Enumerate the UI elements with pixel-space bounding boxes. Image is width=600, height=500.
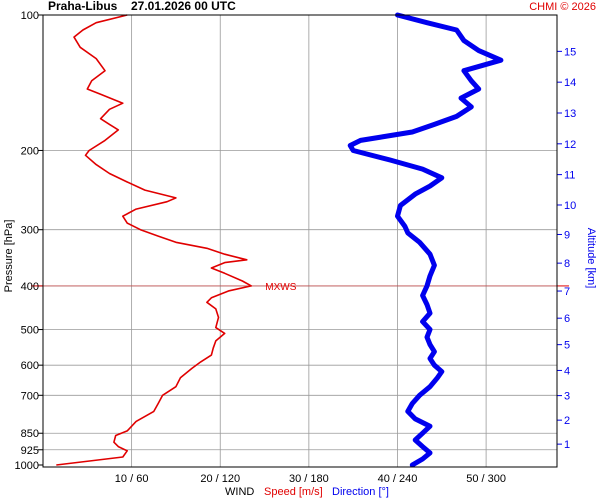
wind-tick-label: 20 / 120 [200,473,240,485]
pressure-tick-label: 400 [21,281,39,293]
x-axis-title-speed: Speed [m/s] [264,486,323,498]
pressure-tick-label: 500 [21,325,39,337]
wind-tick-label: 30 / 180 [289,473,329,485]
altitude-tick-label: 13 [564,108,576,120]
datetime-title: 27.01.2026 00 UTC [131,0,236,13]
pressure-tick-label: 100 [21,10,39,22]
frame-layer [42,14,558,468]
altitude-tick-label: 1 [564,439,570,451]
altitude-tick-label: 15 [564,46,576,58]
pressure-tick-label: 700 [21,390,39,402]
altitude-tick-label: 2 [564,415,570,427]
y2-axis-title: Altitude [km] [585,228,597,289]
grid-layer [31,14,569,467]
y-axis-title: Pressure [hPa] [3,220,15,293]
altitude-tick-label: 5 [564,340,570,352]
altitude-tick-label: 7 [564,286,570,298]
wind-tick-label: 10 / 60 [115,473,149,485]
pressure-tick-label: 1000 [15,460,39,472]
pressure-tick-label: 925 [21,445,39,457]
wind-tick-label: 40 / 240 [378,473,418,485]
credit-text: CHMI © 2026 [529,1,596,13]
pressure-tick-label: 600 [21,360,39,372]
x-axis-title-prefix: WIND [225,486,254,498]
altitude-tick-label: 14 [564,77,576,89]
altitude-tick-label: 6 [564,313,570,325]
label-layer: Praha-Libus 27.01.2026 00 UTC CHMI © 202… [3,0,597,498]
wind-tick-label: 50 / 300 [466,473,506,485]
station-title: Praha-Libus [48,0,118,13]
altitude-tick-label: 10 [564,200,576,212]
plot-area-border [42,14,558,468]
pressure-tick-label: 200 [21,145,39,157]
altitude-tick-label: 4 [564,365,570,377]
altitude-tick-label: 11 [564,170,575,182]
mxws-label: MXWS [265,282,296,293]
series-layer [56,12,504,468]
altitude-tick-label: 8 [564,258,570,270]
x-axis-title-direction: Direction [°] [332,486,389,498]
altitude-tick-label: 12 [564,139,576,151]
altitude-tick-label: 9 [564,229,570,241]
pressure-tick-label: 850 [21,428,39,440]
speed-profile-line [56,14,253,466]
pressure-tick-label: 300 [21,225,39,237]
altitude-tick-label: 3 [564,391,570,403]
direction-profile-line [347,12,504,468]
